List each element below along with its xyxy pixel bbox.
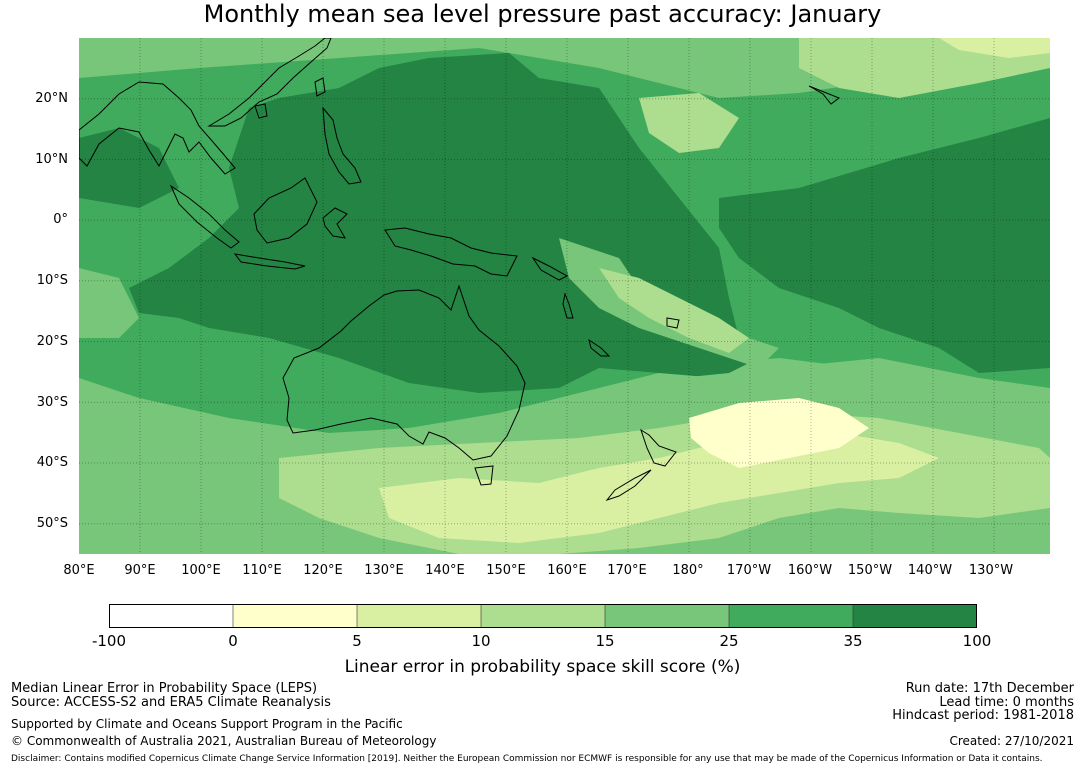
coast-tasmania (474, 465, 494, 486)
colorbar-tick-neg100: -100 (91, 632, 127, 650)
coast-philippines (322, 106, 362, 185)
colorbar-segment-35-to-100 (852, 604, 977, 628)
colorbar-tick-100: 100 (962, 632, 992, 650)
coast-australia (282, 284, 526, 461)
region-high-east (719, 118, 1050, 373)
lon-label-100e: 100°E (181, 563, 221, 578)
lon-label-160w: 160°W (787, 563, 833, 578)
coastlines (79, 38, 841, 502)
region-medium-low-west (79, 268, 139, 338)
coast-new-caledonia (588, 338, 611, 357)
lat-label-20n: 20°N (35, 91, 68, 106)
region-lowest-south (689, 398, 869, 468)
lon-label-110e: 110°E (242, 563, 282, 578)
coast-vanuatu (562, 292, 574, 319)
region-very-low-south (379, 428, 939, 543)
footer-run-date: Run date: 17th December (905, 681, 1074, 696)
colorbar-tick-0: 0 (228, 632, 238, 650)
coast-taiwan (314, 77, 326, 97)
lon-label-120e: 120°E (303, 563, 343, 578)
footer-source: Source: ACCESS-S2 and ERA5 Climate Reana… (11, 695, 331, 710)
region-high-northwest (79, 128, 179, 208)
lon-label-130e: 130°E (364, 563, 404, 578)
footer-copyright: © Commonwealth of Australia 2021, Austra… (11, 734, 437, 748)
lon-label-180: 180° (672, 563, 704, 578)
colorbar-segment-5-to-10 (356, 604, 482, 628)
skill-score-map (79, 38, 1050, 554)
lon-label-170e: 170°E (607, 563, 647, 578)
coast-borneo (253, 177, 318, 244)
coast-solomons (531, 256, 569, 281)
lon-label-170w: 170°W (726, 563, 772, 578)
lon-label-140e: 140°E (425, 563, 465, 578)
colorbar-label: Linear error in probability space skill … (344, 657, 741, 677)
coast-fiji (666, 317, 680, 329)
coast-sulawesi (322, 207, 348, 239)
colorbar-tick-15: 15 (595, 632, 615, 650)
lon-label-140w: 140°W (907, 563, 953, 578)
lat-label-10s: 10°S (36, 273, 68, 288)
footer-created: Created: 27/10/2021 (949, 734, 1074, 748)
coast-new-zealand-north (640, 428, 677, 467)
region-low-central (599, 268, 749, 353)
colorbar-segment-15-to-25 (604, 604, 730, 628)
lon-label-150w: 150°W (847, 563, 893, 578)
lat-label-20s: 20°S (36, 334, 68, 349)
footer-support: Supported by Climate and Oceans Support … (11, 717, 403, 731)
coast-china-east (207, 38, 332, 127)
coast-sumatra (169, 184, 240, 249)
lon-label-90e: 90°E (124, 563, 156, 578)
footer-disclaimer: Disclaimer: Contains modified Copernicus… (11, 754, 1043, 764)
lon-label-130w: 130°W (968, 563, 1014, 578)
colorbar-segment-0-to-5 (232, 604, 358, 628)
colorbar-segment-25-to-35 (728, 604, 854, 628)
lat-label-50s: 50°S (36, 516, 68, 531)
gridlines (79, 38, 1050, 554)
colorbar-segment--100-to-0 (109, 604, 234, 628)
colorbar-tick-10: 10 (471, 632, 491, 650)
coast-mainland-asia (79, 81, 236, 175)
coast-new-guinea (384, 227, 518, 277)
coast-hawaii (808, 85, 841, 105)
colorbar-tick-5: 5 (352, 632, 362, 650)
lat-label-40s: 40°S (36, 455, 68, 470)
coast-new-zealand-south (605, 469, 652, 502)
footer-leps: Median Linear Error in Probability Space… (11, 681, 318, 696)
lon-label-80e: 80°E (63, 563, 95, 578)
region-low-north-central (639, 93, 739, 153)
lat-label-10n: 10°N (35, 152, 68, 167)
footer-hindcast-period: Hindcast period: 1981-2018 (892, 708, 1074, 723)
lat-label-0: 0° (53, 212, 68, 227)
map-title: Monthly mean sea level pressure past acc… (203, 0, 882, 28)
region-very-low-north (939, 38, 1050, 58)
coast-hainan (254, 103, 268, 119)
colorbar-segment-10-to-15 (480, 604, 606, 628)
lon-label-150e: 150°E (486, 563, 526, 578)
footer-lead-time: Lead time: 0 months (939, 695, 1074, 710)
lon-label-160e: 160°E (547, 563, 587, 578)
colorbar-tick-35: 35 (843, 632, 863, 650)
coast-java (233, 253, 306, 270)
colorbar (109, 604, 977, 628)
colorbar-tick-25: 25 (719, 632, 739, 650)
lat-label-30s: 30°S (36, 395, 68, 410)
